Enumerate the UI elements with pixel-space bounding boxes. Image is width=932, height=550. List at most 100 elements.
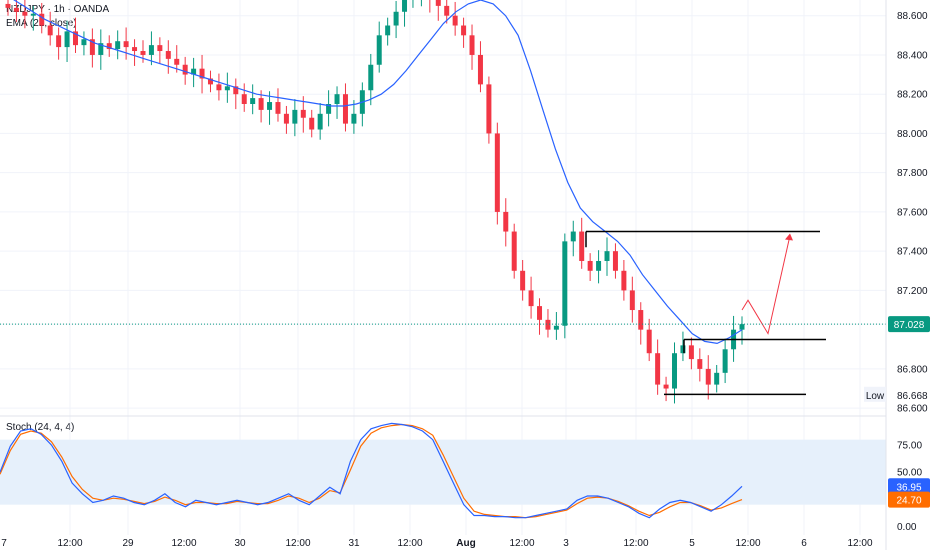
- stoch-tick-label: 0.00: [897, 522, 917, 533]
- time-tick-label: 30: [234, 538, 246, 549]
- candle-body: [56, 35, 62, 48]
- time-tick-label: Aug: [456, 538, 475, 549]
- time-tick-label: 12:00: [509, 538, 534, 549]
- candle-body: [511, 231, 517, 271]
- candle-body: [30, 13, 36, 16]
- candle-body: [165, 51, 171, 59]
- candle-body: [283, 113, 289, 124]
- stoch-k-badge: 36.95: [896, 482, 921, 493]
- last-price-badge-bg: [888, 316, 930, 333]
- stoch-k-line: [0, 422, 743, 519]
- candle-body: [5, 3, 11, 8]
- candle-body: [199, 68, 205, 79]
- price-tick-label: 87.800: [897, 168, 928, 179]
- candle-body: [587, 260, 593, 271]
- candle-body: [604, 251, 610, 261]
- candle-body: [528, 290, 534, 307]
- projection-path: [741, 235, 791, 335]
- time-tick-label: 5: [689, 538, 695, 549]
- low-label: Low: [866, 391, 885, 402]
- candle-body: [81, 39, 87, 46]
- time-tick-label: 12:00: [397, 538, 422, 549]
- candle-body: [258, 98, 264, 110]
- candle-body: [638, 310, 644, 330]
- candle-body: [629, 290, 635, 311]
- stoch-d-badge-bg: [888, 491, 930, 508]
- stoch-d-line: [0, 423, 743, 519]
- candles: [5, 0, 745, 404]
- candle-body: [39, 13, 45, 26]
- candle-body: [714, 372, 720, 385]
- candle-body: [351, 113, 357, 124]
- price-axis[interactable]: 88.600 88.400 88.200 88.000 87.800 87.600 87.4…: [897, 11, 928, 414]
- candle-body: [672, 353, 678, 389]
- price-tick-label: 87.400: [897, 247, 928, 258]
- candle-body: [182, 64, 188, 75]
- candle-body: [334, 94, 340, 104]
- candle-body: [469, 35, 475, 55]
- candle-body: [317, 113, 323, 130]
- time-tick-label: 12:00: [57, 538, 82, 549]
- candle-body: [503, 211, 509, 232]
- candle-body: [233, 86, 239, 95]
- candle-body: [520, 270, 526, 291]
- projection-arrowhead: [785, 233, 793, 241]
- price-tick-label: 86.800: [897, 364, 928, 375]
- candle-body: [621, 270, 627, 291]
- candle-body: [157, 45, 163, 52]
- price-tick-label: 86.600: [897, 404, 928, 415]
- candle-body: [123, 41, 129, 48]
- candle-body: [267, 102, 273, 110]
- candle-body: [140, 51, 146, 55]
- candle-body: [98, 43, 104, 55]
- candle-body: [106, 43, 112, 50]
- candle-body: [553, 325, 559, 330]
- candle-body: [191, 68, 197, 75]
- candle-body: [663, 384, 669, 389]
- candle-body: [300, 109, 306, 118]
- candle-body: [368, 64, 374, 91]
- time-tick-label: 6: [801, 538, 807, 549]
- time-tick-label: 12:00: [285, 538, 310, 549]
- candle-body: [89, 39, 95, 55]
- candle-body: [64, 31, 70, 48]
- time-axis[interactable]: 7 12:00 29 12:00 30 12:00 31 12:00 Aug 12:00 3 12:0…: [1, 538, 891, 549]
- candle-body: [570, 231, 576, 242]
- candle-body: [22, 11, 28, 16]
- levels: [585, 230, 826, 396]
- stoch-band: [0, 439, 886, 505]
- candle-body: [47, 25, 53, 36]
- time-tick-label: 12:00: [623, 538, 648, 549]
- stoch-legend-label: Stoch (24, 4, 4): [6, 422, 75, 433]
- price-tick-label: 87.600: [897, 207, 928, 218]
- candle-body: [562, 241, 568, 326]
- candle-body: [250, 98, 256, 104]
- candle-body: [216, 84, 222, 91]
- candle-body: [72, 31, 78, 46]
- candle-body: [537, 306, 543, 320]
- candle-body: [444, 5, 450, 16]
- price-tick-label: 88.600: [897, 11, 928, 22]
- candle-body: [292, 109, 298, 124]
- ema-line: [13, 0, 743, 345]
- time-tick-label: 12:00: [171, 538, 196, 549]
- candle-body: [655, 353, 661, 385]
- time-tick-label: 12:00: [735, 538, 760, 549]
- candle-body: [174, 58, 180, 65]
- candle-body: [402, 0, 408, 12]
- price-tick-label: 88.400: [897, 50, 928, 61]
- candle-body: [148, 45, 154, 55]
- candle-body: [697, 359, 703, 369]
- candle-body: [461, 25, 467, 36]
- time-tick-label: 29: [122, 538, 134, 549]
- time-tick-label: 3: [563, 538, 569, 549]
- candle-body: [612, 251, 618, 271]
- last-price-badge: 87.028: [894, 320, 925, 331]
- candle-body: [393, 11, 399, 26]
- candle-body: [207, 78, 213, 85]
- candle-body: [13, 7, 19, 12]
- candle-body: [326, 104, 332, 114]
- candle-body: [275, 102, 281, 114]
- symbol-title: NZDJPY · 1h · OANDA: [6, 4, 110, 15]
